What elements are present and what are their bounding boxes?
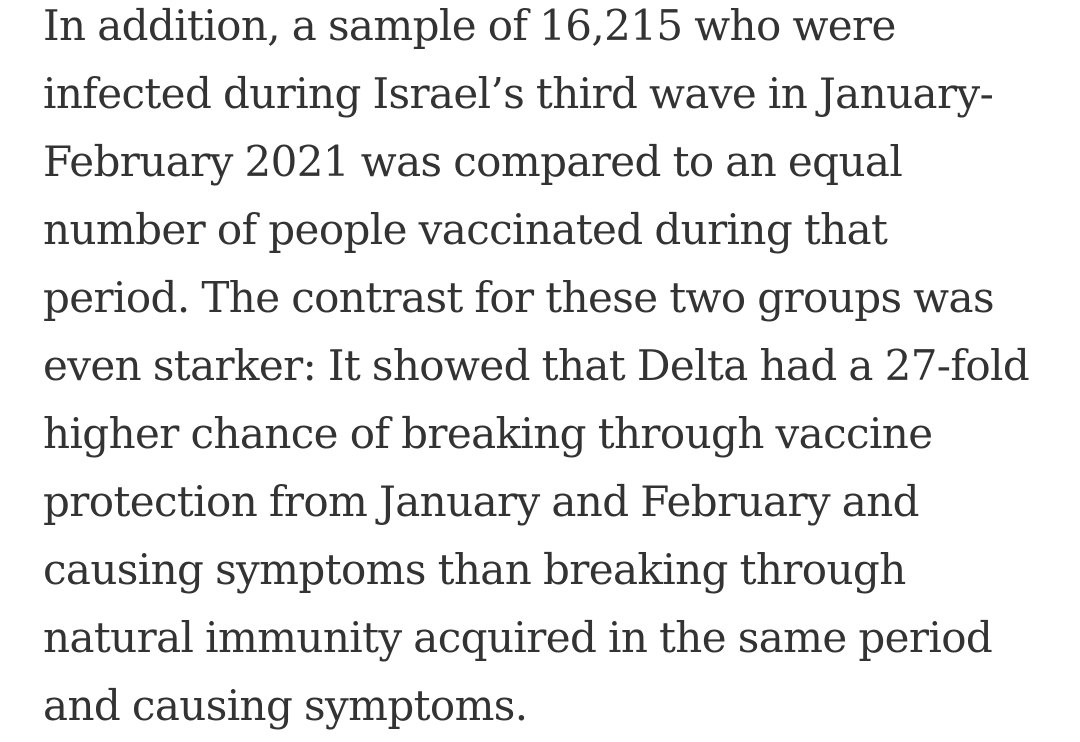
paragraph-line: even starker: It showed that Delta had a… (43, 341, 1030, 390)
paragraph-line: causing symptoms than breaking through (43, 545, 906, 594)
article-paragraph: In addition, a sample of 16,215 who were… (43, 0, 1073, 740)
paragraph-line: natural immunity acquired in the same pe… (43, 613, 993, 662)
paragraph-line: In addition, a sample of 16,215 who were (43, 1, 896, 50)
paragraph-line: higher chance of breaking through vaccin… (43, 409, 933, 458)
paragraph-line: and causing symptoms. (43, 681, 528, 730)
paragraph-line: protection from January and February and (43, 477, 920, 526)
paragraph-line: February 2021 was compared to an equal (43, 137, 903, 186)
paragraph-line: number of people vaccinated during that (43, 205, 888, 254)
paragraph-line: period. The contrast for these two group… (43, 273, 995, 322)
paragraph-line: infected during Israel’s third wave in J… (43, 69, 994, 118)
